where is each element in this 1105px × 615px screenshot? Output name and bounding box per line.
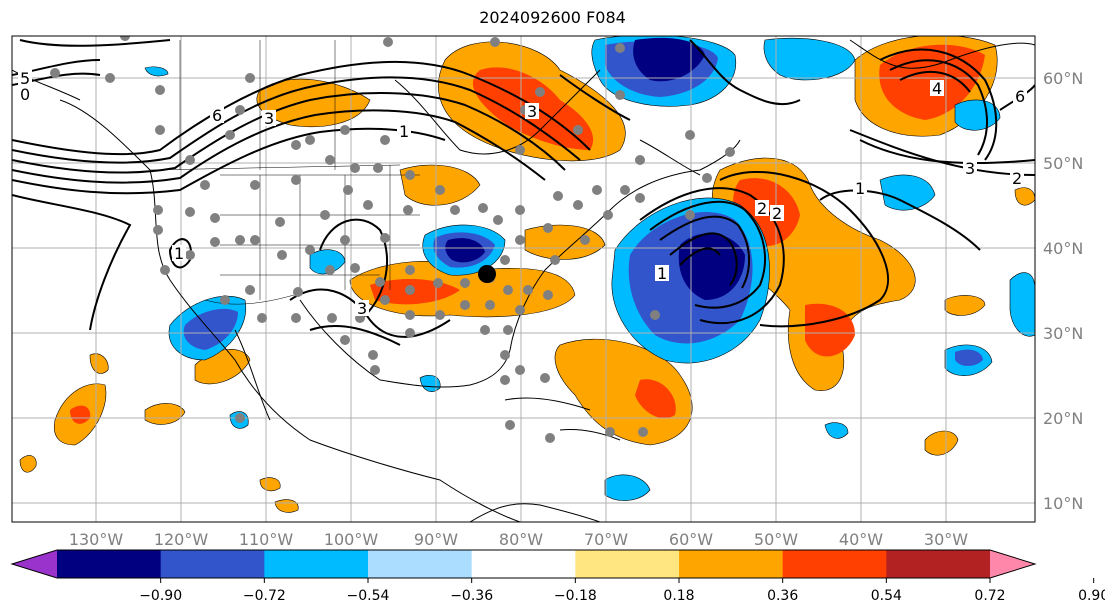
colorbar-tick-label: 0.18 [663, 588, 694, 604]
positive-anomaly-region [944, 295, 986, 316]
colorbar-tick-label: −0.90 [139, 588, 182, 604]
contour-label: 4 [932, 79, 942, 98]
positive-anomaly-core [635, 379, 676, 419]
map-area: 5 0 6 3 1 3 1 3 6 4 3 2 2 2 [12, 36, 1035, 522]
contour-lines [12, 39, 1035, 346]
longitude-label: 70°W [584, 530, 628, 549]
latitude-label: 20°N [1043, 409, 1083, 428]
negative-anomaly-strong [445, 238, 485, 263]
negative-anomaly-region [954, 99, 1001, 131]
colorbar-tick-label: −0.18 [554, 588, 597, 604]
map-title: 2024092600 F084 [479, 8, 626, 27]
colorbar-segment [57, 550, 162, 578]
negative-anomaly-strong [633, 37, 705, 82]
contour-label-group: 5 0 6 3 1 3 1 3 6 4 3 2 2 2 [18, 69, 1027, 318]
positive-anomaly-region [554, 338, 693, 446]
positive-anomaly-region [259, 477, 281, 492]
contour-label: 1 [399, 122, 409, 141]
contour-label: 3 [527, 102, 537, 121]
latitude-label: 50°N [1043, 154, 1083, 173]
latitude-label: 30°N [1043, 324, 1083, 343]
colorbar-tick-label: −0.72 [243, 588, 286, 604]
negative-anomaly-region [763, 37, 856, 81]
colorbar: −0.90 −0.72 −0.54 −0.36 −0.18 0.18 0.36 0.54 0.7… [10, 549, 1105, 604]
negative-anomaly-region [824, 422, 849, 439]
negative-anomaly-region [604, 474, 651, 501]
map-frame [11, 35, 1036, 523]
colorbar-tick-label: 0.90 [1078, 588, 1105, 604]
negative-anomaly-strong [678, 233, 745, 300]
colorbar-tick-label: −0.54 [347, 588, 390, 604]
contour-label: 2 [1012, 169, 1022, 188]
colorbar-segment [575, 550, 680, 578]
positive-anomaly-region [89, 353, 109, 374]
negative-anomaly-region [419, 375, 441, 392]
contour-label: 3 [357, 299, 367, 318]
contour-label: 1 [657, 264, 667, 283]
colorbar-tick-label: 0.54 [871, 588, 902, 604]
colorbar-tick-label: −0.36 [450, 588, 493, 604]
colorbar-segment [160, 550, 265, 578]
colorbar-extend-low [12, 550, 57, 578]
latitude-label: 10°N [1043, 494, 1083, 513]
station-markers [50, 36, 735, 443]
longitude-label: 90°W [414, 530, 458, 549]
longitude-label: 50°W [754, 530, 798, 549]
colorbar-segment [679, 550, 784, 578]
colorbar-tick-label: 0.36 [767, 588, 798, 604]
negative-anomaly-region [144, 66, 169, 77]
negative-anomaly-mid [183, 308, 238, 350]
contour-label: 6 [1015, 87, 1025, 106]
colorbar-extend-high [990, 550, 1035, 578]
latitude-axis: 60°N 50°N 40°N 30°N 20°N 10°N [1043, 69, 1083, 513]
contour-label: 1 [174, 244, 184, 263]
contour-label: 0 [20, 85, 30, 104]
colorbar-segment [471, 550, 576, 578]
contour-label: 5 [20, 69, 30, 88]
contour-label: 1 [855, 179, 865, 198]
colorbar-outline [10, 549, 1037, 579]
longitude-label: 110°W [239, 530, 294, 549]
contour-label: 2 [772, 204, 782, 223]
focus-point-marker [478, 265, 496, 283]
longitude-label: 30°W [924, 530, 968, 549]
latitude-label: 40°N [1043, 239, 1083, 258]
positive-anomaly-core [70, 405, 91, 424]
longitude-label: 100°W [324, 530, 379, 549]
negative-anomaly-mid [955, 349, 983, 366]
negative-anomaly-region [879, 174, 936, 211]
colorbar-tick-label: 0.72 [974, 588, 1005, 604]
contour-label: 3 [264, 109, 274, 128]
longitude-label: 130°W [69, 530, 124, 549]
positive-anomaly-region [19, 455, 37, 473]
longitude-label: 120°W [154, 530, 209, 549]
coastlines [12, 39, 1035, 522]
positive-anomaly-region [924, 430, 959, 456]
longitude-axis: 130°W 120°W 110°W 100°W 90°W 80°W 70°W 6… [69, 530, 968, 549]
positive-anomaly-region [1014, 187, 1035, 206]
contour-label: 2 [757, 199, 767, 218]
colorbar-segment [368, 550, 473, 578]
latitude-label: 60°N [1043, 69, 1083, 88]
contour-label: 3 [965, 159, 975, 178]
longitude-label: 40°W [839, 530, 883, 549]
longitude-label: 80°W [499, 530, 543, 549]
negative-anomaly-region [1009, 272, 1035, 337]
contour-label: 6 [212, 106, 222, 125]
colorbar-segment [264, 550, 369, 578]
longitude-label: 60°W [669, 530, 713, 549]
colorbar-segment [886, 550, 991, 578]
colorbar-segment [782, 550, 887, 578]
positive-anomaly-region [144, 403, 186, 425]
